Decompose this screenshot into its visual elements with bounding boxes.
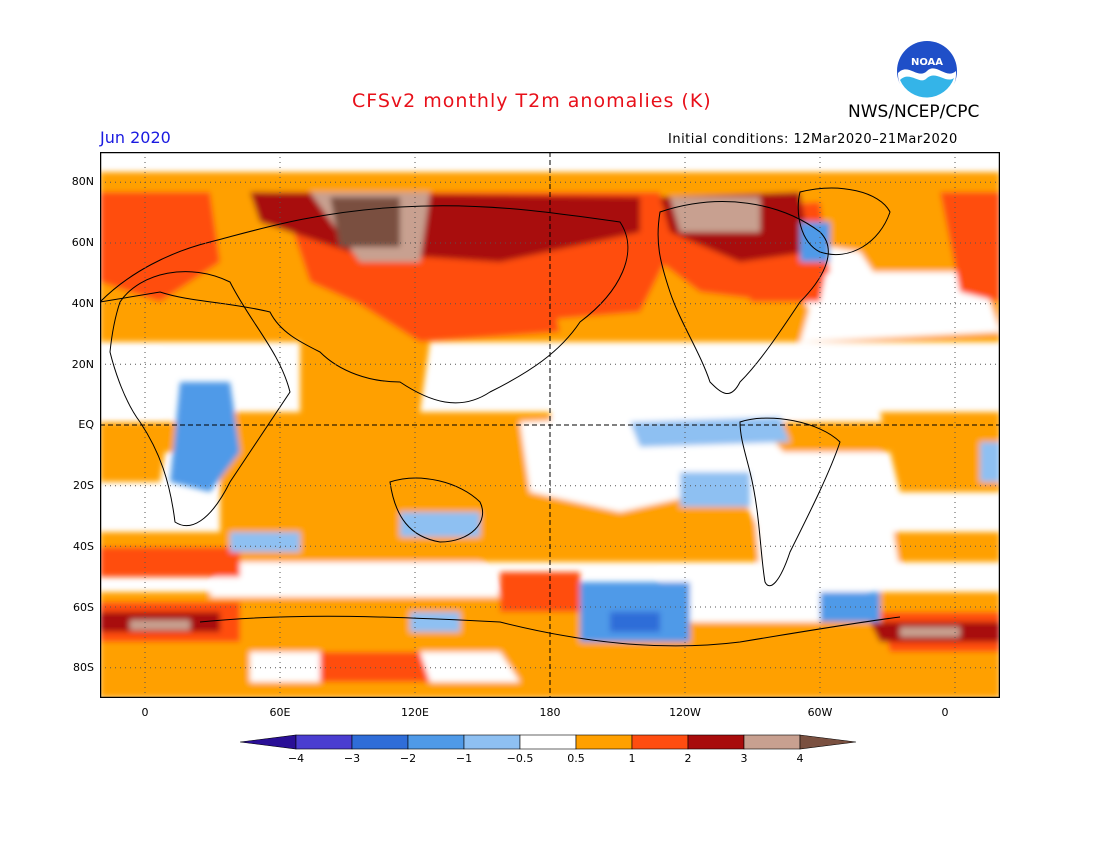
lon-label: 120E xyxy=(401,706,429,719)
forecast-month: Jun 2020 xyxy=(100,128,171,147)
coastlines xyxy=(100,187,901,647)
lon-label: 120W xyxy=(669,706,701,719)
colorbar-swatch xyxy=(295,734,353,750)
lon-label: 60E xyxy=(269,706,291,719)
colorbar-swatch xyxy=(575,734,633,750)
colorbar-swatch xyxy=(407,734,465,750)
initial-conditions: Initial conditions: 12Mar2020–21Mar2020 xyxy=(668,132,958,147)
lat-label: 60N xyxy=(71,236,94,249)
colorbar-swatch xyxy=(743,734,801,750)
lat-label: 60S xyxy=(73,601,94,614)
colorbar-swatch xyxy=(239,734,297,750)
lon-label: 0 xyxy=(141,706,149,719)
colorbar-label: 4 xyxy=(796,752,804,765)
colorbar-label: −1 xyxy=(455,752,473,765)
colorbar xyxy=(239,734,862,754)
colorbar-swatch xyxy=(519,734,577,750)
colorbar-label: −0.5 xyxy=(506,752,534,765)
lon-label: 0 xyxy=(941,706,949,719)
agency-label: NWS/NCEP/CPC xyxy=(848,102,980,122)
colorbar-label: −4 xyxy=(287,752,305,765)
reference-lines xyxy=(100,152,1000,698)
colorbar-label: 0.5 xyxy=(567,752,585,765)
lon-label: 60W xyxy=(807,706,833,719)
colorbar-swatch xyxy=(631,734,689,750)
lat-label: 80S xyxy=(73,661,94,674)
anomaly-map xyxy=(100,152,1000,698)
colorbar-swatch xyxy=(463,734,521,750)
logo-text: NOAA xyxy=(911,57,943,68)
colorbar-swatch xyxy=(687,734,745,750)
colorbar-swatch xyxy=(351,734,409,750)
lat-label: 20N xyxy=(71,358,94,371)
colorbar-swatch xyxy=(799,734,857,750)
colorbar-label: 1 xyxy=(628,752,636,765)
noaa-logo-icon: NOAA xyxy=(896,40,958,103)
chart-title: CFSv2 monthly T2m anomalies (K) xyxy=(352,90,712,112)
map-frame xyxy=(100,152,1000,698)
colorbar-label: −3 xyxy=(343,752,361,765)
lat-label: 80N xyxy=(71,175,94,188)
colorbar-label: −2 xyxy=(399,752,417,765)
colorbar-label: 3 xyxy=(740,752,748,765)
colorbar-label: 2 xyxy=(684,752,692,765)
lat-label: 40N xyxy=(71,297,94,310)
lon-label: 180 xyxy=(539,706,561,719)
lat-label: EQ xyxy=(78,418,94,431)
lat-label: 20S xyxy=(73,479,94,492)
lat-label: 40S xyxy=(73,540,94,553)
